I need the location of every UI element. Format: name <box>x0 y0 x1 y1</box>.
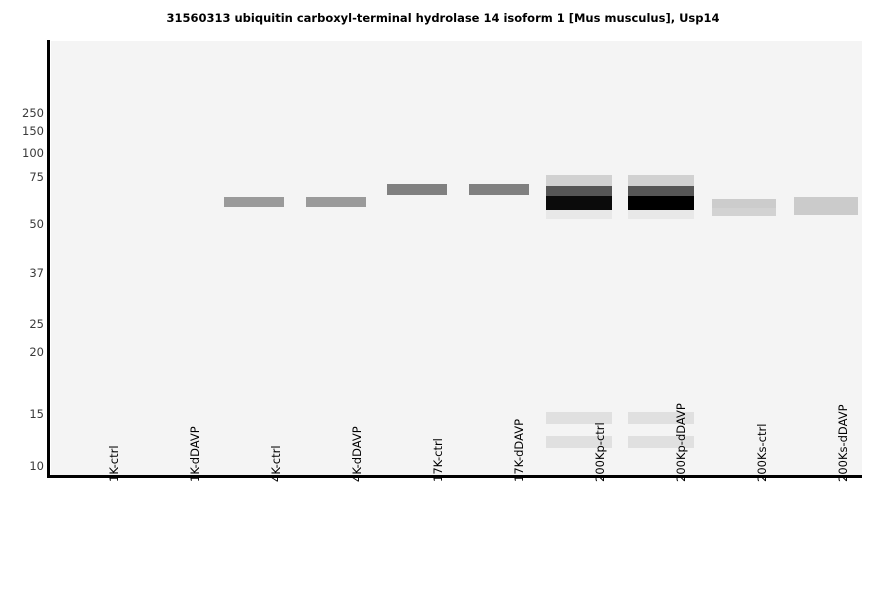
gel-band <box>546 186 612 196</box>
x-tick-label: 200Ks-dDAVP <box>836 404 850 482</box>
gel-band <box>469 184 529 195</box>
gel-plot-area <box>51 41 862 477</box>
gel-band <box>628 196 694 210</box>
y-tick-label: 250 <box>22 106 44 120</box>
gel-band <box>546 412 612 424</box>
x-tick-label: 200Kp-dDAVP <box>674 403 688 482</box>
y-tick-label: 25 <box>29 317 44 331</box>
y-tick-label: 20 <box>29 345 44 359</box>
page-title: 31560313 ubiquitin carboxyl-terminal hyd… <box>166 11 720 25</box>
x-tick-label: 4K-ctrl <box>269 445 283 482</box>
x-tick-label: 200Kp-ctrl <box>593 422 607 482</box>
gel-band <box>546 210 612 219</box>
y-axis-tick-labels: 250 150 100 75 50 37 25 20 15 10 <box>0 0 47 595</box>
gel-band <box>628 186 694 196</box>
gel-band <box>387 184 447 195</box>
gel-band <box>546 196 612 210</box>
gel-band <box>628 412 694 424</box>
gel-band <box>306 197 366 207</box>
y-axis-line <box>47 40 50 478</box>
x-tick-label: 17K-dDAVP <box>512 418 526 482</box>
y-tick-label: 10 <box>29 459 44 473</box>
y-tick-label: 50 <box>29 217 44 231</box>
gel-band <box>712 199 776 208</box>
gel-band <box>794 197 858 215</box>
y-tick-label: 100 <box>22 146 44 160</box>
gel-band <box>628 436 694 448</box>
x-tick-label: 1K-ctrl <box>107 445 121 482</box>
x-tick-label: 4K-dDAVP <box>350 426 364 482</box>
gel-band <box>546 436 612 448</box>
x-tick-label: 200Ks-ctrl <box>755 423 769 482</box>
gel-band <box>628 175 694 186</box>
x-tick-label: 17K-ctrl <box>431 438 445 482</box>
y-tick-label: 150 <box>22 124 44 138</box>
gel-band <box>546 175 612 186</box>
x-axis-line <box>47 475 862 478</box>
y-tick-label: 75 <box>29 170 44 184</box>
y-tick-label: 37 <box>29 266 44 280</box>
gel-band <box>712 208 776 216</box>
x-tick-label: 1K-dDAVP <box>188 426 202 482</box>
gel-band <box>628 210 694 219</box>
y-tick-label: 15 <box>29 407 44 421</box>
gel-band <box>224 197 284 207</box>
